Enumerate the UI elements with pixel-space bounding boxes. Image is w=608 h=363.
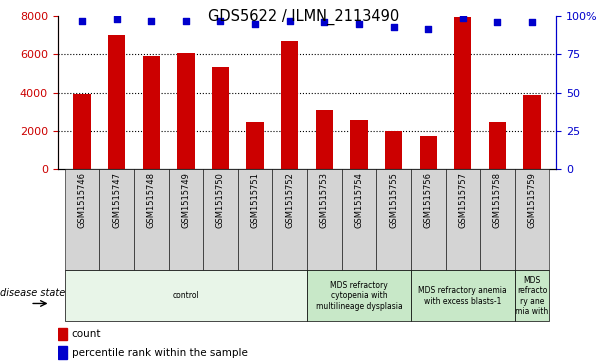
Text: GSM1515750: GSM1515750 bbox=[216, 172, 225, 228]
Bar bbox=[99, 169, 134, 270]
Point bbox=[458, 15, 468, 21]
Point bbox=[423, 26, 433, 32]
Bar bbox=[515, 169, 550, 270]
Bar bbox=[203, 169, 238, 270]
Point bbox=[181, 18, 191, 24]
Text: count: count bbox=[72, 329, 101, 339]
Bar bbox=[307, 270, 411, 321]
Text: GSM1515756: GSM1515756 bbox=[424, 172, 433, 228]
Bar bbox=[454, 17, 471, 169]
Text: GSM1515753: GSM1515753 bbox=[320, 172, 329, 228]
Point bbox=[354, 21, 364, 27]
Bar bbox=[350, 120, 368, 169]
Bar bbox=[108, 36, 125, 169]
Point bbox=[112, 16, 122, 22]
Point bbox=[216, 18, 226, 24]
Bar bbox=[411, 270, 515, 321]
Text: GSM1515754: GSM1515754 bbox=[354, 172, 364, 228]
Text: GSM1515747: GSM1515747 bbox=[112, 172, 121, 228]
Bar bbox=[281, 41, 299, 169]
Text: GSM1515749: GSM1515749 bbox=[181, 172, 190, 228]
Text: control: control bbox=[173, 291, 199, 300]
Bar bbox=[342, 169, 376, 270]
Bar bbox=[238, 169, 272, 270]
Bar bbox=[480, 169, 515, 270]
Text: GSM1515752: GSM1515752 bbox=[285, 172, 294, 228]
Text: GSM1515751: GSM1515751 bbox=[250, 172, 260, 228]
Bar bbox=[64, 270, 307, 321]
Bar bbox=[316, 110, 333, 169]
Text: MDS refractory
cytopenia with
multilineage dysplasia: MDS refractory cytopenia with multilinea… bbox=[316, 281, 402, 311]
Bar bbox=[58, 346, 67, 359]
Point bbox=[147, 18, 156, 24]
Bar bbox=[376, 169, 411, 270]
Point bbox=[527, 20, 537, 25]
Point bbox=[250, 21, 260, 27]
Bar bbox=[523, 95, 541, 169]
Bar bbox=[134, 169, 168, 270]
Bar bbox=[420, 136, 437, 169]
Text: GSM1515746: GSM1515746 bbox=[77, 172, 86, 228]
Point bbox=[492, 20, 502, 25]
Point bbox=[319, 20, 329, 25]
Point bbox=[389, 24, 398, 30]
Bar bbox=[385, 131, 402, 169]
Text: disease state: disease state bbox=[0, 288, 65, 298]
Text: GSM1515759: GSM1515759 bbox=[528, 172, 537, 228]
Text: GSM1515748: GSM1515748 bbox=[147, 172, 156, 228]
Bar bbox=[515, 270, 550, 321]
Point bbox=[77, 18, 87, 24]
Bar bbox=[64, 169, 99, 270]
Bar bbox=[143, 56, 160, 169]
Bar bbox=[168, 169, 203, 270]
Text: percentile rank within the sample: percentile rank within the sample bbox=[72, 347, 247, 358]
Bar bbox=[272, 169, 307, 270]
Bar bbox=[489, 122, 506, 169]
Bar bbox=[307, 169, 342, 270]
Bar bbox=[74, 94, 91, 169]
Text: MDS refractory anemia
with excess blasts-1: MDS refractory anemia with excess blasts… bbox=[418, 286, 507, 306]
Text: MDS
refracto
ry ane
mia with: MDS refracto ry ane mia with bbox=[516, 276, 548, 316]
Text: GSM1515757: GSM1515757 bbox=[458, 172, 468, 228]
Bar bbox=[58, 327, 67, 340]
Bar bbox=[246, 122, 264, 169]
Text: GDS5622 / ILMN_2113490: GDS5622 / ILMN_2113490 bbox=[209, 9, 399, 25]
Text: GSM1515758: GSM1515758 bbox=[493, 172, 502, 228]
Bar bbox=[177, 53, 195, 169]
Bar bbox=[212, 67, 229, 169]
Bar bbox=[446, 169, 480, 270]
Text: GSM1515755: GSM1515755 bbox=[389, 172, 398, 228]
Bar bbox=[411, 169, 446, 270]
Point bbox=[285, 18, 295, 24]
